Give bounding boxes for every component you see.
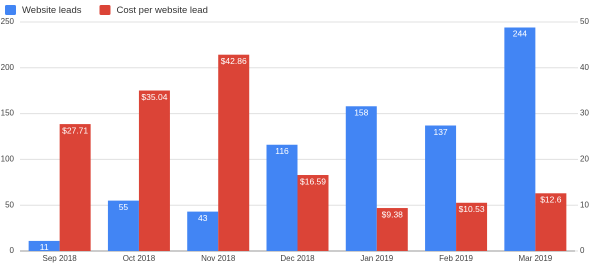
bar: [28, 240, 60, 251]
x-tick-label: Feb 2019: [439, 254, 473, 263]
value-label: $9.38: [382, 209, 404, 219]
value-label: $35.04: [141, 92, 167, 102]
x-tick-label: Nov 2018: [201, 254, 236, 263]
value-label: 55: [119, 202, 129, 212]
bar: [59, 124, 91, 251]
legend-swatch: [99, 5, 111, 15]
y-tick-label: 0: [10, 246, 15, 255]
value-label: 244: [513, 29, 527, 39]
x-tick-label: Jan 2019: [360, 254, 393, 263]
value-label: $12.6: [540, 195, 562, 205]
x-tick-label: Oct 2018: [123, 254, 156, 263]
legend-label: Website leads: [22, 5, 82, 16]
y2-tick-label: 50: [580, 17, 589, 26]
bar: [107, 200, 139, 251]
value-label: 158: [354, 108, 368, 118]
value-label: 11: [40, 242, 49, 252]
legend-swatch: [5, 5, 16, 15]
y-tick-label: 100: [1, 155, 15, 164]
x-tick-label: Sep 2018: [43, 254, 78, 263]
y2-tick-label: 30: [580, 109, 589, 118]
bar: [138, 90, 170, 251]
y-tick-label: 200: [1, 63, 15, 72]
value-label: $42.86: [221, 56, 247, 66]
bar: [504, 27, 536, 251]
bar: [376, 208, 408, 251]
value-label: $27.71: [62, 125, 88, 135]
y2-tick-label: 20: [580, 155, 589, 164]
bar: [535, 193, 567, 251]
value-label: $10.53: [459, 204, 485, 214]
y-tick-label: 250: [1, 17, 15, 26]
value-label: 43: [198, 213, 208, 223]
bar: [218, 54, 250, 251]
bar: [456, 202, 488, 251]
y2-tick-label: 10: [580, 200, 589, 209]
value-label: 137: [433, 127, 447, 137]
legend-label: Cost per website lead: [117, 5, 208, 16]
x-tick-label: Dec 2018: [280, 254, 315, 263]
bar: [266, 144, 298, 251]
bar: [187, 211, 219, 251]
value-label: $16.59: [300, 176, 326, 186]
bar: [425, 125, 457, 251]
x-tick-label: Mar 2019: [518, 254, 552, 263]
bar: [297, 175, 329, 251]
value-label: 116: [275, 146, 289, 156]
y2-tick-label: 40: [580, 63, 589, 72]
y-tick-label: 50: [5, 200, 14, 209]
y-tick-label: 150: [1, 109, 15, 118]
bar: [345, 106, 377, 251]
y2-tick-label: 0: [580, 246, 585, 255]
